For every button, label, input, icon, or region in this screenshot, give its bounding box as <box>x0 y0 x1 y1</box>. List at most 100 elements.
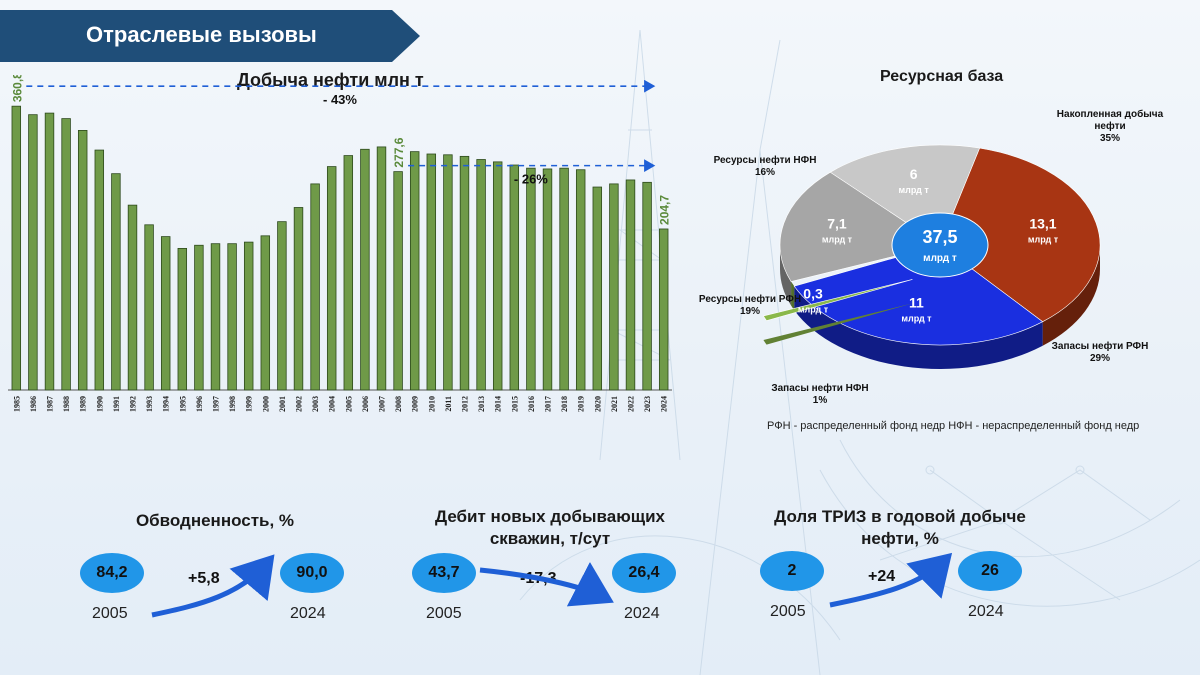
slice-name-2-line-0: Запасы нефти НФН <box>771 382 868 394</box>
slice-2 <box>762 279 913 321</box>
kpi-from-value-new-well-rate: 43,7 <box>412 553 476 593</box>
x-tick-label-1988: 1988 <box>62 396 71 412</box>
bar-2011 <box>443 154 453 391</box>
slice-name-4-line-0: Ресурсы нефти НФН <box>714 154 817 166</box>
bar-1995 <box>177 247 188 391</box>
bar-1990 <box>94 149 105 391</box>
x-tick-label-2007: 2007 <box>378 396 387 412</box>
bar-1989 <box>77 130 88 391</box>
bar-1985 <box>11 105 22 391</box>
x-tick-label-2000: 2000 <box>261 396 270 412</box>
x-tick-label-2019: 2019 <box>577 396 586 412</box>
x-tick-label-2010: 2010 <box>427 396 436 412</box>
slice-percent-3: 19% <box>740 306 760 317</box>
bar-2001 <box>277 221 287 391</box>
x-tick-label-1999: 1999 <box>245 396 254 412</box>
x-tick-label-2004: 2004 <box>328 396 337 412</box>
bar-2021 <box>609 183 619 391</box>
bar-1992 <box>127 204 138 391</box>
bar-2006 <box>360 148 370 391</box>
x-tick-label-2001: 2001 <box>278 396 287 412</box>
bar-chart-title: Добыча нефти млн т <box>237 70 424 90</box>
change-label-2: - 26% <box>514 172 548 187</box>
x-tick-label-1998: 1998 <box>228 396 237 412</box>
pie-chart-title: Ресурсная база <box>880 68 1004 85</box>
slice-side-1 <box>794 286 1043 369</box>
slice-name-0-line-1: нефти <box>1094 120 1125 132</box>
slice-side-3 <box>780 245 792 306</box>
kpi-from-value-watercut: 84,2 <box>80 553 144 593</box>
bar-2005 <box>343 155 354 391</box>
bar-2008 <box>393 171 403 391</box>
bar-1987 <box>44 112 55 391</box>
bar-1993 <box>144 224 154 391</box>
kpi-delta-hard-to-recover-share: +24 <box>868 568 896 585</box>
x-tick-label-1986: 1986 <box>29 396 38 412</box>
x-tick-label-2011: 2011 <box>444 396 453 412</box>
page-title: Отраслевые вызовы <box>86 22 317 47</box>
slice-unit-4: млрд т <box>898 185 929 195</box>
kpi-to-year-hard-to-recover-share: 2024 <box>968 603 1004 620</box>
bar-2016 <box>526 167 536 391</box>
bar-2009 <box>409 151 420 391</box>
kpi-to-year-watercut: 2024 <box>290 605 326 622</box>
bar-2017 <box>542 168 553 391</box>
x-tick-label-2012: 2012 <box>461 396 470 412</box>
bar-2013 <box>476 159 486 391</box>
x-tick-label-1991: 1991 <box>112 396 121 412</box>
data-label-1985: 360,8 <box>10 75 24 102</box>
x-tick-label-1996: 1996 <box>195 396 204 412</box>
x-tick-label-2024: 2024 <box>660 396 669 412</box>
resource-base-pie-chart: 37,5 млрд т 13,1 млрд т 11 млрд т 0,3 млрд т 7,1… <box>699 108 1164 406</box>
bar-2014 <box>492 161 503 391</box>
bar-2019 <box>575 169 586 391</box>
x-tick-label-1994: 1994 <box>162 396 171 412</box>
bar-1996 <box>194 244 204 391</box>
data-label-2024: 204,7 <box>658 195 672 225</box>
slice-name-3-line-0: Ресурсы нефти РФН <box>699 293 801 305</box>
kpi-title-watercut: Обводненность, % <box>135 511 295 530</box>
data-label-2008: 277,6 <box>392 137 406 167</box>
slice-unit-3: млрд т <box>822 235 853 245</box>
oil-production-bar-chart: 1985 1986 1987 1988 1989 1990 1991 1992 1993 1994… <box>8 75 672 412</box>
x-tick-label-1990: 1990 <box>95 396 104 412</box>
x-tick-label-1985: 1985 <box>12 396 21 412</box>
bar-2007 <box>376 146 387 391</box>
bar-1991 <box>111 173 121 391</box>
change-label-1: - 43% <box>323 92 357 107</box>
slice-value-0: 13,1 <box>1029 215 1056 231</box>
x-tick-label-2016: 2016 <box>527 396 536 412</box>
slice-0 <box>939 147 1101 323</box>
slice-value-2: 0,3 <box>803 285 823 301</box>
kpi-to-year-new-well-rate: 2024 <box>624 605 660 622</box>
x-tick-label-1992: 1992 <box>129 396 138 412</box>
bar-2020 <box>592 186 603 391</box>
slice-percent-4: 16% <box>755 167 775 178</box>
slice-percent-2: 1% <box>813 395 828 406</box>
x-tick-label-1993: 1993 <box>145 396 154 412</box>
kpi-delta-new-well-rate: -17,3 <box>520 570 557 587</box>
slice-value-3: 7,1 <box>827 216 847 232</box>
bar-2004 <box>326 166 337 391</box>
kpi-to-value-hard-to-recover-share: 26 <box>958 551 1022 591</box>
x-tick-label-2020: 2020 <box>593 396 602 412</box>
bar-1998 <box>227 243 237 391</box>
slice-side-0 <box>1042 245 1100 346</box>
kpi-to-value-watercut: 90,0 <box>280 553 344 593</box>
bar-1986 <box>28 114 38 391</box>
bar-2000 <box>260 235 271 391</box>
kpi-from-value-hard-to-recover-share: 2 <box>760 551 824 591</box>
bar-2003 <box>310 183 320 391</box>
x-tick-label-1995: 1995 <box>178 396 187 412</box>
x-tick-label-1997: 1997 <box>212 396 221 412</box>
kpi-from-year-hard-to-recover-share: 2005 <box>770 603 806 620</box>
slice-percent-1: 29% <box>1090 353 1110 364</box>
x-tick-label-2023: 2023 <box>643 396 652 412</box>
kpi-title-new-well-rate: Дебит новых добывающих скважин, т/сут <box>435 507 665 548</box>
bar-1988 <box>61 118 71 391</box>
x-tick-label-2009: 2009 <box>411 396 420 412</box>
slice-percent-0: 35% <box>1100 133 1120 144</box>
slice-side-2 <box>791 281 795 311</box>
bar-2010 <box>426 153 437 391</box>
bar-1994 <box>160 236 171 391</box>
